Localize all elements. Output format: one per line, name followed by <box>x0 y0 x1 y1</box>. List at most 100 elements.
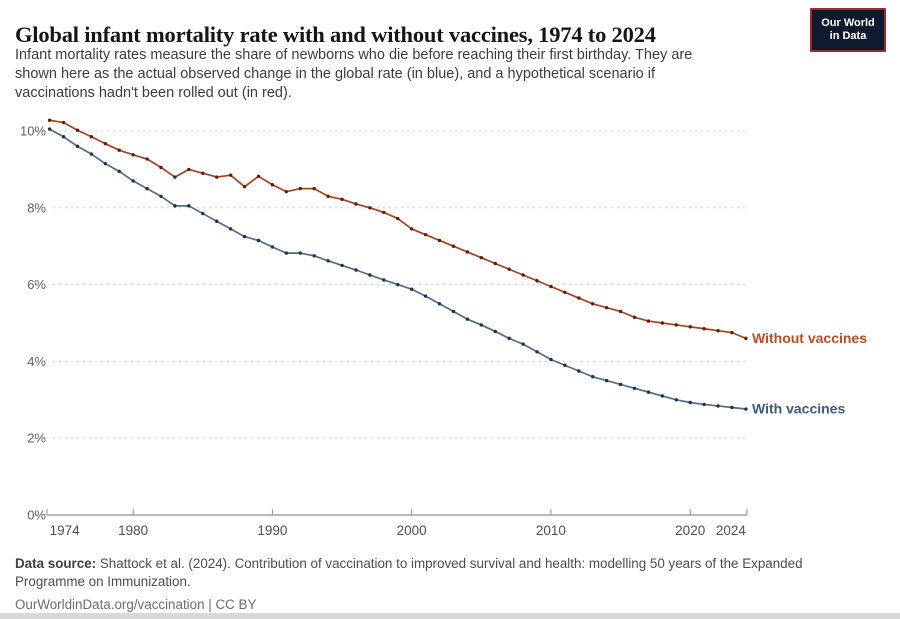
data-point-with-vaccines <box>159 194 163 198</box>
data-point-with-vaccines <box>284 251 289 255</box>
window-edge-strip <box>0 613 900 619</box>
data-point-with-vaccines <box>298 251 302 255</box>
x-axis-label-2000: 2000 <box>397 523 427 538</box>
data-point-with-vaccines <box>61 135 66 139</box>
data-point-with-vaccines <box>744 407 748 411</box>
data-point-without-vaccines <box>549 284 553 289</box>
data-point-without-vaccines <box>493 261 497 266</box>
data-point-without-vaccines <box>173 175 177 179</box>
data-point-without-vaccines <box>256 174 261 179</box>
y-axis-label-2%: 2% <box>27 431 46 446</box>
data-point-with-vaccines <box>382 278 386 282</box>
data-point-with-vaccines <box>256 238 261 243</box>
data-point-with-vaccines <box>75 144 80 149</box>
data-point-without-vaccines <box>521 273 525 277</box>
y-axis-label-10%: 10% <box>20 124 46 139</box>
data-point-with-vaccines <box>409 287 414 291</box>
data-point-without-vaccines <box>646 319 651 323</box>
data-point-without-vaccines <box>270 183 275 187</box>
series-label-with-vaccines: With vaccines <box>752 401 845 417</box>
y-axis-label-4%: 4% <box>27 354 46 369</box>
data-point-without-vaccines <box>298 186 302 191</box>
data-point-without-vaccines <box>716 328 720 333</box>
data-point-without-vaccines <box>131 153 135 157</box>
data-point-with-vaccines <box>577 369 581 373</box>
data-point-without-vaccines <box>591 302 595 306</box>
data-point-without-vaccines <box>409 227 414 231</box>
data-point-without-vaccines <box>674 323 678 327</box>
x-axis-label-1980: 1980 <box>118 523 148 538</box>
data-point-with-vaccines <box>423 294 428 298</box>
data-point-with-vaccines <box>354 268 358 272</box>
data-point-with-vaccines <box>368 273 372 277</box>
y-axis-label-6%: 6% <box>27 277 46 292</box>
data-point-with-vaccines <box>396 282 400 287</box>
data-point-without-vaccines <box>242 184 247 189</box>
data-point-without-vaccines <box>215 175 219 179</box>
data-point-without-vaccines <box>688 325 692 329</box>
data-point-without-vaccines <box>479 256 484 260</box>
data-point-with-vaccines <box>187 204 191 208</box>
data-point-with-vaccines <box>215 219 219 223</box>
data-point-with-vaccines <box>702 402 706 407</box>
data-point-without-vaccines <box>187 167 191 172</box>
data-point-with-vaccines <box>688 400 692 405</box>
data-source-text: Shattock et al. (2024). Contribution of … <box>15 556 803 589</box>
data-point-without-vaccines <box>47 118 52 122</box>
x-axis-label-2020: 2020 <box>675 523 705 538</box>
data-point-without-vaccines <box>702 327 706 331</box>
data-point-with-vaccines <box>451 309 456 314</box>
data-point-without-vaccines <box>618 309 623 314</box>
chart-subtitle: Infant mortality rates measure the share… <box>15 46 692 103</box>
x-axis-label-2010: 2010 <box>536 523 566 538</box>
data-point-without-vaccines <box>563 290 567 294</box>
data-source-label: Data source: <box>15 556 97 571</box>
data-point-without-vaccines <box>507 267 511 271</box>
data-point-without-vaccines <box>632 315 637 319</box>
data-point-with-vaccines <box>47 127 52 131</box>
x-axis-label-2024: 2024 <box>716 523 747 538</box>
data-point-without-vaccines <box>354 202 358 206</box>
data-point-with-vaccines <box>493 329 497 334</box>
subtitle-line-2: shown here as the actual observed change… <box>15 66 656 82</box>
data-point-with-vaccines <box>326 259 330 263</box>
data-point-without-vaccines <box>228 173 233 177</box>
data-point-with-vaccines <box>591 375 595 379</box>
y-axis-label-8%: 8% <box>27 200 46 215</box>
data-point-with-vaccines <box>228 227 233 231</box>
data-point-without-vaccines <box>89 135 94 139</box>
data-point-without-vaccines <box>340 197 344 202</box>
data-point-without-vaccines <box>103 141 108 146</box>
owid-logo-line2: in Data <box>829 30 867 42</box>
data-point-with-vaccines <box>131 179 135 183</box>
data-point-with-vaccines <box>270 245 275 249</box>
license-link[interactable]: OurWorldinData.org/vaccination | CC BY <box>15 597 257 612</box>
data-point-without-vaccines <box>577 296 581 300</box>
data-point-with-vaccines <box>618 382 623 387</box>
subtitle-line-3: vaccinations hadn't been rolled out (in … <box>15 85 292 101</box>
data-point-with-vaccines <box>535 350 539 354</box>
subtitle-line-1: Infant mortality rates measure the share… <box>15 47 693 63</box>
chart-footer: Data source: Shattock et al. (2024). Con… <box>15 555 847 614</box>
data-point-without-vaccines <box>730 330 734 335</box>
data-point-with-vaccines <box>437 302 442 306</box>
owid-logo[interactable]: Our World in Data <box>810 8 886 52</box>
data-point-with-vaccines <box>507 336 511 341</box>
data-point-with-vaccines <box>242 234 247 239</box>
data-point-without-vaccines <box>465 250 470 254</box>
data-point-without-vaccines <box>117 148 121 152</box>
data-point-with-vaccines <box>117 169 121 174</box>
data-point-without-vaccines <box>326 194 330 198</box>
data-point-with-vaccines <box>646 390 651 394</box>
series-line-with-vaccines <box>48 128 747 410</box>
data-point-with-vaccines <box>479 323 484 327</box>
data-point-with-vaccines <box>521 342 525 346</box>
series-line-without-vaccines <box>48 119 747 340</box>
owid-logo-line1: Our World <box>821 17 875 29</box>
data-point-with-vaccines <box>563 363 567 367</box>
data-point-without-vaccines <box>660 321 665 325</box>
data-point-without-vaccines <box>451 244 456 248</box>
data-point-with-vaccines <box>465 317 470 321</box>
data-point-without-vaccines <box>382 210 386 215</box>
